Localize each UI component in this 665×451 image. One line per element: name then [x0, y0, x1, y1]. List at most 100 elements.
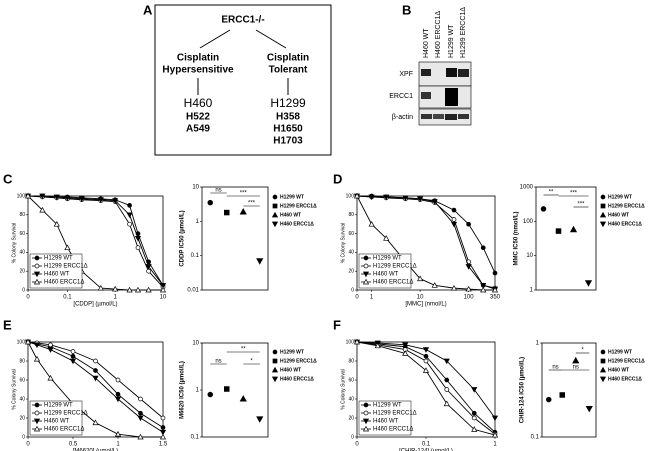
- band: [421, 114, 432, 119]
- legend-label: H1299 ERCC1Δ: [608, 358, 645, 364]
- marker: [417, 275, 424, 282]
- marker: [572, 356, 580, 364]
- marker: [256, 416, 264, 423]
- curve: [356, 195, 496, 289]
- marker: [374, 342, 381, 349]
- sig-label: **: [241, 347, 246, 353]
- sig-label: *: [581, 348, 584, 354]
- plot-frame: [27, 341, 164, 438]
- marker: [34, 255, 40, 261]
- band: [421, 92, 431, 99]
- marker: [97, 197, 104, 203]
- panel-label: D: [333, 171, 342, 186]
- marker: [272, 349, 278, 355]
- marker: [112, 198, 119, 204]
- legend-label: H1299 WT: [44, 403, 73, 409]
- marker: [159, 286, 167, 293]
- marker: [64, 195, 71, 202]
- marker: [444, 377, 450, 383]
- marker: [239, 395, 247, 402]
- marker: [207, 199, 214, 206]
- marker: [422, 347, 430, 353]
- marker: [465, 285, 472, 292]
- y-tick-label: 0: [22, 287, 25, 293]
- marker: [47, 374, 54, 381]
- marker: [353, 338, 361, 345]
- y-tick-label: 60: [348, 377, 354, 383]
- marker: [383, 194, 390, 201]
- panel-label: C: [3, 171, 13, 186]
- legend-label: H1299 WT: [44, 256, 73, 262]
- legend-label: H460 WT: [44, 272, 70, 278]
- lane-label: H1299 WT: [448, 24, 455, 58]
- marker: [451, 207, 457, 213]
- marker: [363, 402, 369, 408]
- curve: [27, 341, 163, 438]
- legend-label: H1299 WT: [373, 256, 402, 262]
- marker: [559, 392, 565, 398]
- legend-label: H1299 ERCC1Δ: [44, 411, 88, 417]
- marker: [599, 366, 607, 373]
- legend-label: H1299 ERCC1Δ: [280, 203, 317, 209]
- y-tick-label: 0: [351, 287, 354, 293]
- legend-label: H1299 ERCC1Δ: [44, 264, 88, 270]
- marker: [92, 419, 99, 426]
- y-tick-label: 100: [346, 193, 355, 199]
- marker: [422, 367, 430, 373]
- plot-frame: [356, 195, 496, 291]
- marker: [431, 282, 438, 288]
- marker: [584, 280, 593, 287]
- sig-label: ns: [573, 365, 579, 371]
- marker: [480, 286, 487, 293]
- marker: [114, 396, 122, 403]
- band: [433, 114, 444, 119]
- y-tick-label: 0.1: [191, 435, 200, 441]
- marker: [383, 235, 390, 241]
- diagram-box: [154, 4, 332, 156]
- y-tick-label: 20: [19, 415, 25, 421]
- marker: [600, 358, 606, 364]
- y-tick-label: 10: [526, 253, 533, 259]
- plot-frame: [27, 195, 164, 291]
- y-tick-label: 20: [348, 269, 354, 275]
- marker: [450, 221, 458, 228]
- marker: [47, 347, 54, 353]
- y-axis-label: % Colony Survival: [340, 369, 346, 410]
- y-tick-label: 0: [22, 434, 25, 440]
- legend-label: H460 WT: [373, 419, 399, 425]
- legend-label: H460 ERCC1Δ: [44, 280, 84, 286]
- legend-label: H460 ERCC1Δ: [608, 221, 642, 227]
- marker: [362, 278, 370, 285]
- marker: [138, 410, 143, 416]
- marker: [431, 199, 438, 205]
- plot-frame: [535, 186, 597, 291]
- x-axis-label: [MMC] (nmol/L): [405, 302, 446, 308]
- legend-label: H1299 WT: [280, 194, 304, 200]
- marker: [33, 278, 41, 285]
- row-label: β-actin: [392, 114, 413, 121]
- cell-line: H1299: [270, 96, 306, 110]
- y-tick-label: 60: [19, 231, 25, 237]
- marker: [126, 212, 133, 219]
- y-tick-label: 0.1: [191, 253, 200, 259]
- curve: [356, 195, 495, 291]
- marker: [134, 286, 142, 293]
- marker: [466, 221, 471, 227]
- legend-label: H460 ERCC1Δ: [373, 280, 413, 286]
- group-label: Cisplatin: [177, 53, 219, 64]
- marker: [471, 387, 478, 393]
- y-tick-label: 10: [192, 185, 199, 191]
- marker: [256, 258, 264, 265]
- marker: [33, 355, 41, 362]
- sig-label: ***: [570, 191, 578, 197]
- sig-label: ns: [215, 188, 221, 194]
- y-tick-label: 80: [19, 212, 25, 218]
- marker: [39, 206, 46, 213]
- panel-label: B: [402, 2, 411, 17]
- lane-label: H460 ERCC1Δ: [435, 11, 442, 58]
- group-label: Hypersensitive: [162, 65, 234, 76]
- y-tick-label: 40: [19, 396, 25, 402]
- cell-line: H460: [184, 96, 213, 110]
- x-tick-label: 100: [464, 295, 475, 301]
